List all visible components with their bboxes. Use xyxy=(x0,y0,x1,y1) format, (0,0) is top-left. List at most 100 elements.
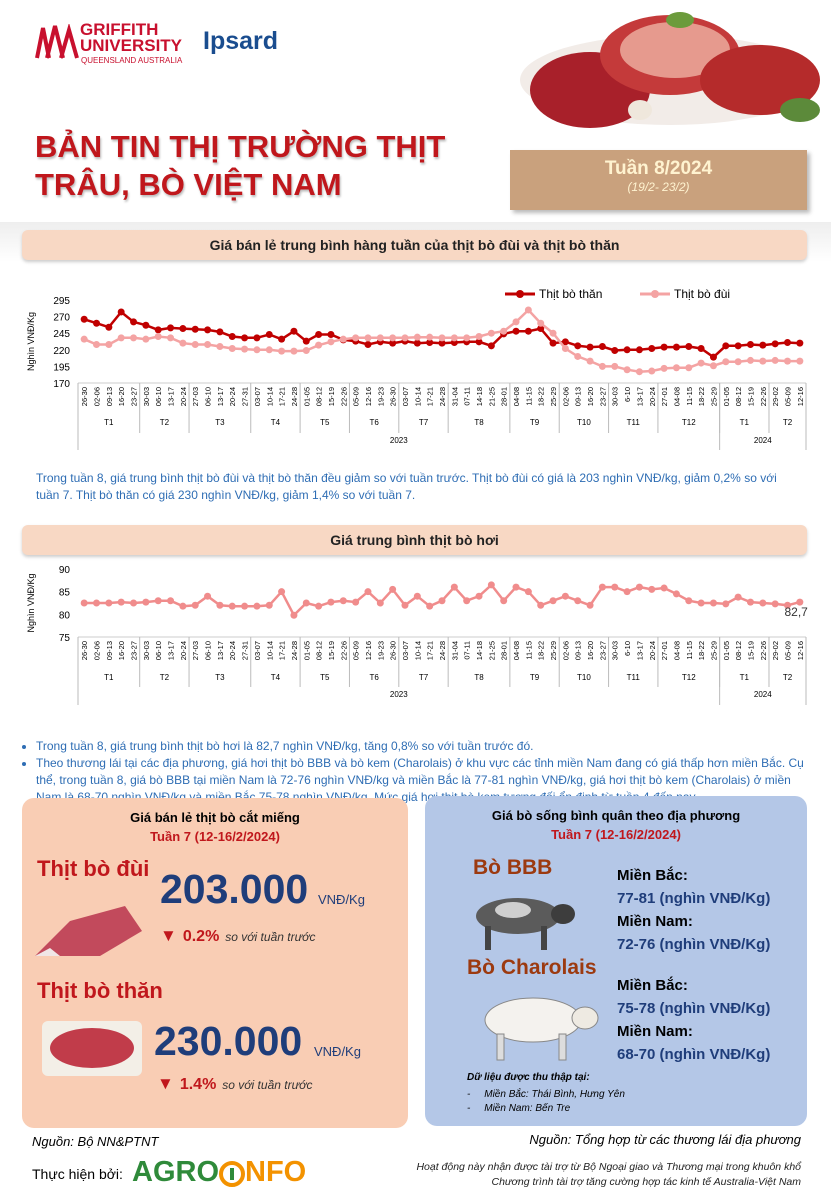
griffith-emblem xyxy=(35,24,79,59)
point xyxy=(278,588,286,596)
x-tick-label: 02-06 xyxy=(93,641,102,660)
x-tick-label: 02-06 xyxy=(93,387,102,406)
point xyxy=(438,597,446,605)
x-tick-label: 27-03 xyxy=(191,387,200,406)
x-tick-label: 21-25 xyxy=(487,387,496,406)
month-label: T1 xyxy=(104,418,114,427)
point xyxy=(672,343,680,351)
point xyxy=(697,599,705,607)
point xyxy=(697,344,705,352)
month-label: T11 xyxy=(627,673,641,682)
point xyxy=(302,337,310,345)
agroinfo-logo: AGRO NFO xyxy=(132,1156,306,1189)
note-list: - Miền Bắc: Thái Bình, Hưng Yên - Miền N… xyxy=(467,1089,625,1114)
x-tick-label: 03-07 xyxy=(253,641,262,660)
y-tick-label: 245 xyxy=(53,329,70,340)
point xyxy=(265,601,273,609)
year-label: 2023 xyxy=(390,690,408,699)
point xyxy=(216,601,224,609)
x-tick-label: 31-04 xyxy=(450,387,459,406)
section-title: Giá bán lẻ trung bình hàng tuần của thịt… xyxy=(22,230,807,260)
x-tick-label: 12-16 xyxy=(364,387,373,406)
item-change: ▼ 1.4% so với tuần trước xyxy=(157,1074,312,1094)
point xyxy=(154,333,162,341)
point xyxy=(278,347,286,355)
y-tick-label: 90 xyxy=(59,565,71,576)
x-tick-label: 09-13 xyxy=(574,387,583,406)
x-tick-label: 19-23 xyxy=(376,387,385,406)
month-label: T2 xyxy=(783,418,793,427)
point xyxy=(487,329,495,337)
x-tick-label: 15-19 xyxy=(746,387,755,406)
x-tick-label: 26-30 xyxy=(389,641,398,660)
x-tick-label: 06-10 xyxy=(154,387,163,406)
point xyxy=(734,593,742,601)
point xyxy=(290,611,298,619)
x-tick-label: 22-26 xyxy=(759,641,768,660)
point xyxy=(611,583,619,591)
point xyxy=(93,319,101,327)
point xyxy=(265,331,273,339)
point xyxy=(524,306,532,314)
point xyxy=(586,343,594,351)
x-tick-label: 01-05 xyxy=(302,641,311,660)
point xyxy=(426,333,434,341)
point xyxy=(586,357,594,365)
note-item: Miền Bắc: Thái Bình, Hưng Yên xyxy=(484,1089,625,1100)
point xyxy=(290,347,298,355)
x-tick-label: 24-28 xyxy=(438,641,447,660)
x-tick-label: 01-05 xyxy=(722,387,731,406)
x-tick-label: 6-10 xyxy=(623,387,632,402)
x-tick-label: 16-20 xyxy=(117,641,126,660)
point xyxy=(611,362,619,370)
point xyxy=(117,598,125,606)
x-tick-label: 18-22 xyxy=(697,387,706,406)
y-tick-label: 195 xyxy=(53,362,70,373)
x-tick-label: 31-04 xyxy=(450,641,459,660)
x-tick-label: 6-10 xyxy=(623,641,632,656)
x-tick-label: 28-01 xyxy=(500,387,509,406)
point xyxy=(426,338,434,346)
x-tick-label: 13-17 xyxy=(216,641,225,660)
x-tick-label: 17-21 xyxy=(278,387,287,406)
bullet: Trong tuần 8, giá trung bình thịt bò hơi… xyxy=(36,738,808,755)
point xyxy=(648,344,656,352)
legend-label: Thịt bò đùi xyxy=(674,287,730,301)
x-tick-label: 08-12 xyxy=(734,641,743,660)
item-price: 203.000 xyxy=(160,866,309,912)
month-label: T9 xyxy=(530,418,540,427)
point xyxy=(512,318,520,326)
point xyxy=(746,598,754,606)
x-tick-label: 25-29 xyxy=(549,641,558,660)
point xyxy=(191,325,199,333)
point xyxy=(413,592,421,600)
region-price: 75-78 (nghìn VNĐ/Kg) xyxy=(617,1000,771,1017)
point xyxy=(561,344,569,352)
point xyxy=(796,339,804,347)
month-label: T8 xyxy=(474,418,484,427)
x-tick-label: 05-09 xyxy=(352,641,361,660)
retail-panel: Giá bán lẻ thịt bò cắt miếng Tuần 7 (12-… xyxy=(22,798,408,1128)
x-tick-label: 01-05 xyxy=(722,641,731,660)
point xyxy=(475,338,483,346)
point xyxy=(179,602,187,610)
point xyxy=(290,327,298,335)
x-tick-label: 25-29 xyxy=(549,387,558,406)
month-label: T10 xyxy=(577,673,591,682)
point xyxy=(302,346,310,354)
point xyxy=(364,588,372,596)
y-tick-label: 170 xyxy=(53,379,70,390)
credits: Hoạt động này nhận được tài trợ từ Bộ Ng… xyxy=(416,1160,801,1190)
point xyxy=(302,599,310,607)
x-tick-label: 13-17 xyxy=(216,387,225,406)
point xyxy=(253,346,261,354)
x-tick-label: 03-07 xyxy=(401,641,410,660)
item-change: ▼ 0.2% so với tuần trước xyxy=(160,926,315,946)
point xyxy=(130,318,138,326)
month-label: T10 xyxy=(577,418,591,427)
point xyxy=(759,341,767,349)
point xyxy=(253,334,261,342)
x-tick-label: 26-30 xyxy=(80,641,89,660)
point xyxy=(771,356,779,364)
point xyxy=(709,353,717,361)
